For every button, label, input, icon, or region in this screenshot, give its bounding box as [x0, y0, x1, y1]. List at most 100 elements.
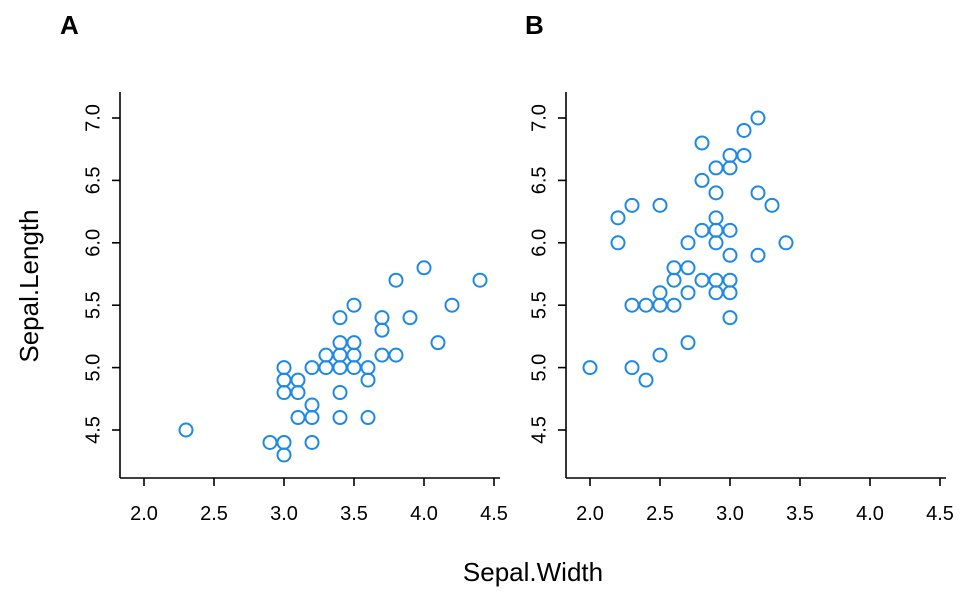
data-point	[582, 360, 598, 376]
data-point	[332, 385, 348, 401]
data-point	[374, 322, 390, 338]
data-point	[360, 372, 376, 388]
data-point	[610, 235, 626, 251]
data-point	[652, 197, 668, 213]
data-point	[276, 434, 292, 450]
data-point	[694, 172, 710, 188]
data-point	[276, 385, 292, 401]
y-tick-label: 4.5	[82, 416, 104, 444]
data-point	[708, 210, 724, 226]
x-tick-label: 2.0	[576, 503, 604, 525]
data-point	[290, 385, 306, 401]
data-point	[610, 210, 626, 226]
data-point	[722, 285, 738, 301]
x-tick-label: 3.5	[340, 503, 368, 525]
x-tick-label: 4.5	[480, 503, 508, 525]
data-point	[638, 372, 654, 388]
x-axis-title: Sepal.Width	[463, 557, 603, 587]
data-point	[750, 110, 766, 126]
data-point	[624, 297, 640, 313]
data-point	[402, 310, 418, 326]
panel-label: B	[525, 10, 544, 40]
data-point	[722, 222, 738, 238]
y-tick-label: 6.0	[82, 229, 104, 257]
data-point	[722, 160, 738, 176]
data-point	[736, 122, 752, 138]
data-point	[778, 235, 794, 251]
y-tick-label: 5.0	[528, 354, 550, 382]
y-tick-label: 6.5	[528, 166, 550, 194]
data-point	[694, 135, 710, 151]
data-point	[624, 360, 640, 376]
data-point	[764, 197, 780, 213]
x-tick-label: 4.0	[410, 503, 438, 525]
data-point	[332, 347, 348, 363]
data-point	[472, 272, 488, 288]
panel-label: A	[60, 10, 79, 40]
data-point	[290, 410, 306, 426]
data-point	[652, 285, 668, 301]
data-point	[388, 272, 404, 288]
y-tick-label: 5.0	[82, 354, 104, 382]
data-point	[332, 310, 348, 326]
data-point	[666, 297, 682, 313]
data-point	[318, 360, 334, 376]
y-tick-label: 5.5	[82, 291, 104, 319]
panel-a: A 2.0 2.5 3.0 3.5 4.0 4.5 4.5 5.0 5.5 6.0 6.5 7.0	[60, 10, 508, 525]
data-point	[680, 335, 696, 351]
data-point	[332, 360, 348, 376]
y-tick-label: 6.0	[528, 229, 550, 257]
data-point	[624, 197, 640, 213]
data-point	[694, 272, 710, 288]
data-point	[416, 260, 432, 276]
data-point	[262, 434, 278, 450]
data-point	[708, 272, 724, 288]
data-point	[680, 285, 696, 301]
data-point	[346, 297, 362, 313]
x-tick-label: 4.0	[856, 503, 884, 525]
data-point	[722, 247, 738, 263]
data-point	[680, 260, 696, 276]
x-tick-label: 3.0	[270, 503, 298, 525]
y-tick-label: 6.5	[82, 166, 104, 194]
x-tick-label: 3.0	[716, 503, 744, 525]
data-point	[638, 297, 654, 313]
x-tick-label: 2.5	[200, 503, 228, 525]
data-point	[290, 372, 306, 388]
data-point	[750, 247, 766, 263]
data-point	[276, 360, 292, 376]
data-point	[680, 235, 696, 251]
data-point	[722, 147, 738, 163]
data-point	[332, 335, 348, 351]
data-point	[346, 335, 362, 351]
y-tick-label: 7.0	[528, 104, 550, 132]
x-tick-label: 3.5	[786, 503, 814, 525]
data-point	[178, 422, 194, 438]
data-point	[444, 297, 460, 313]
data-point	[304, 410, 320, 426]
data-point	[430, 335, 446, 351]
data-point	[722, 272, 738, 288]
data-point	[708, 235, 724, 251]
data-point	[694, 222, 710, 238]
data-point	[666, 272, 682, 288]
data-point	[276, 372, 292, 388]
data-point	[652, 347, 668, 363]
data-point	[304, 434, 320, 450]
data-point	[346, 347, 362, 363]
data-point	[346, 360, 362, 376]
data-point	[652, 297, 668, 313]
x-tick-label: 4.5	[926, 503, 954, 525]
data-point	[708, 160, 724, 176]
data-point	[666, 260, 682, 276]
y-tick-label: 7.0	[82, 104, 104, 132]
data-point	[722, 310, 738, 326]
data-point	[304, 397, 320, 413]
data-point	[374, 347, 390, 363]
panel-b: B 2.0 2.5 3.0 3.5 4.0 4.5 4.5 5.0 5.5 6.0 6.5 7.0	[525, 10, 954, 525]
data-point	[304, 360, 320, 376]
data-point	[750, 185, 766, 201]
data-point	[332, 410, 348, 426]
data-point	[388, 347, 404, 363]
